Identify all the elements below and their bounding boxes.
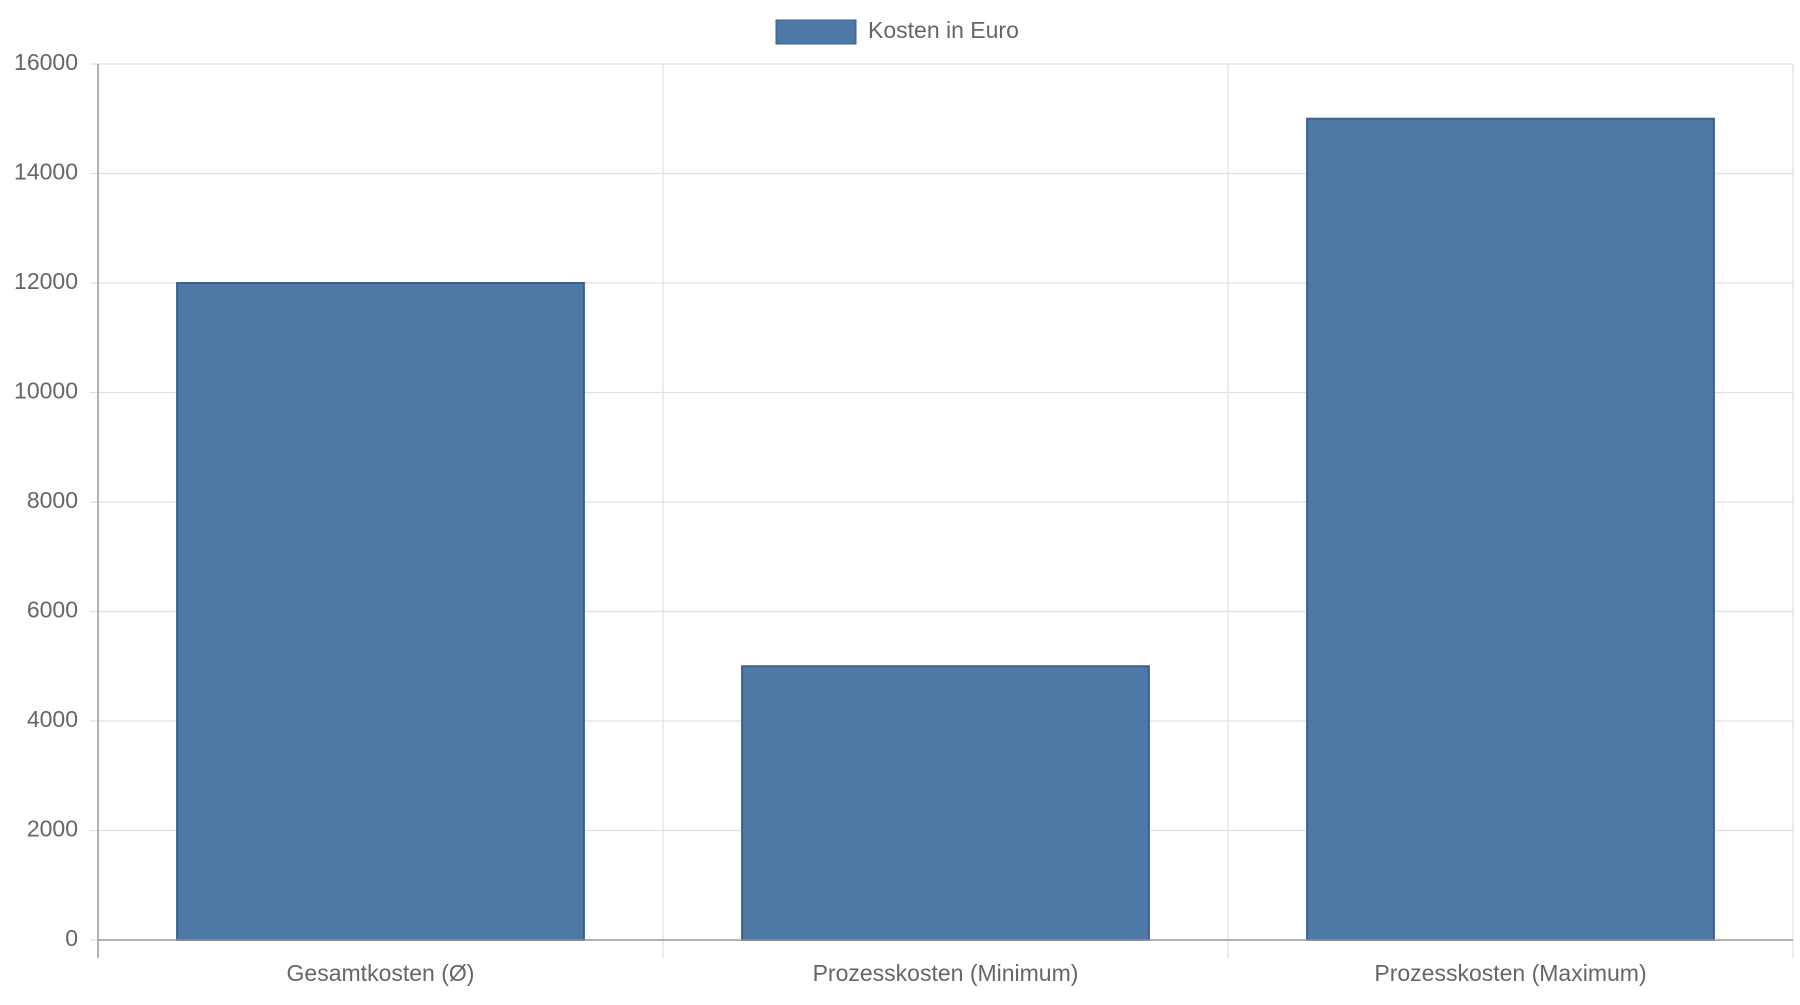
- y-tick-label: 6000: [27, 597, 78, 623]
- legend-swatch[interactable]: [775, 19, 857, 45]
- bar: [176, 282, 585, 941]
- x-tick-label: Prozesskosten (Maximum): [1374, 960, 1646, 986]
- y-tick-label: 0: [65, 925, 78, 951]
- axes-layer: [97, 64, 1793, 958]
- x-tick-label: Prozesskosten (Minimum): [813, 960, 1079, 986]
- y-tick-label: 12000: [14, 268, 78, 294]
- x-tick-label: Gesamtkosten (Ø): [287, 960, 475, 986]
- legend-label[interactable]: Kosten in Euro: [868, 17, 1019, 43]
- bar: [1306, 117, 1715, 941]
- tick-labels: 0 2000 4000 6000 8000 10000 12000 14000 16000 Ges…: [14, 49, 1647, 986]
- y-tick-label: 2000: [27, 816, 78, 842]
- legend[interactable]: Kosten in Euro: [775, 17, 1019, 45]
- bars-layer: [176, 117, 1715, 941]
- y-tick-label: 14000: [14, 159, 78, 185]
- y-tick-label: 16000: [14, 49, 78, 75]
- y-tick-label: 10000: [14, 378, 78, 404]
- bar: [741, 665, 1150, 941]
- y-tick-label: 8000: [27, 487, 78, 513]
- y-tick-label: 4000: [27, 706, 78, 732]
